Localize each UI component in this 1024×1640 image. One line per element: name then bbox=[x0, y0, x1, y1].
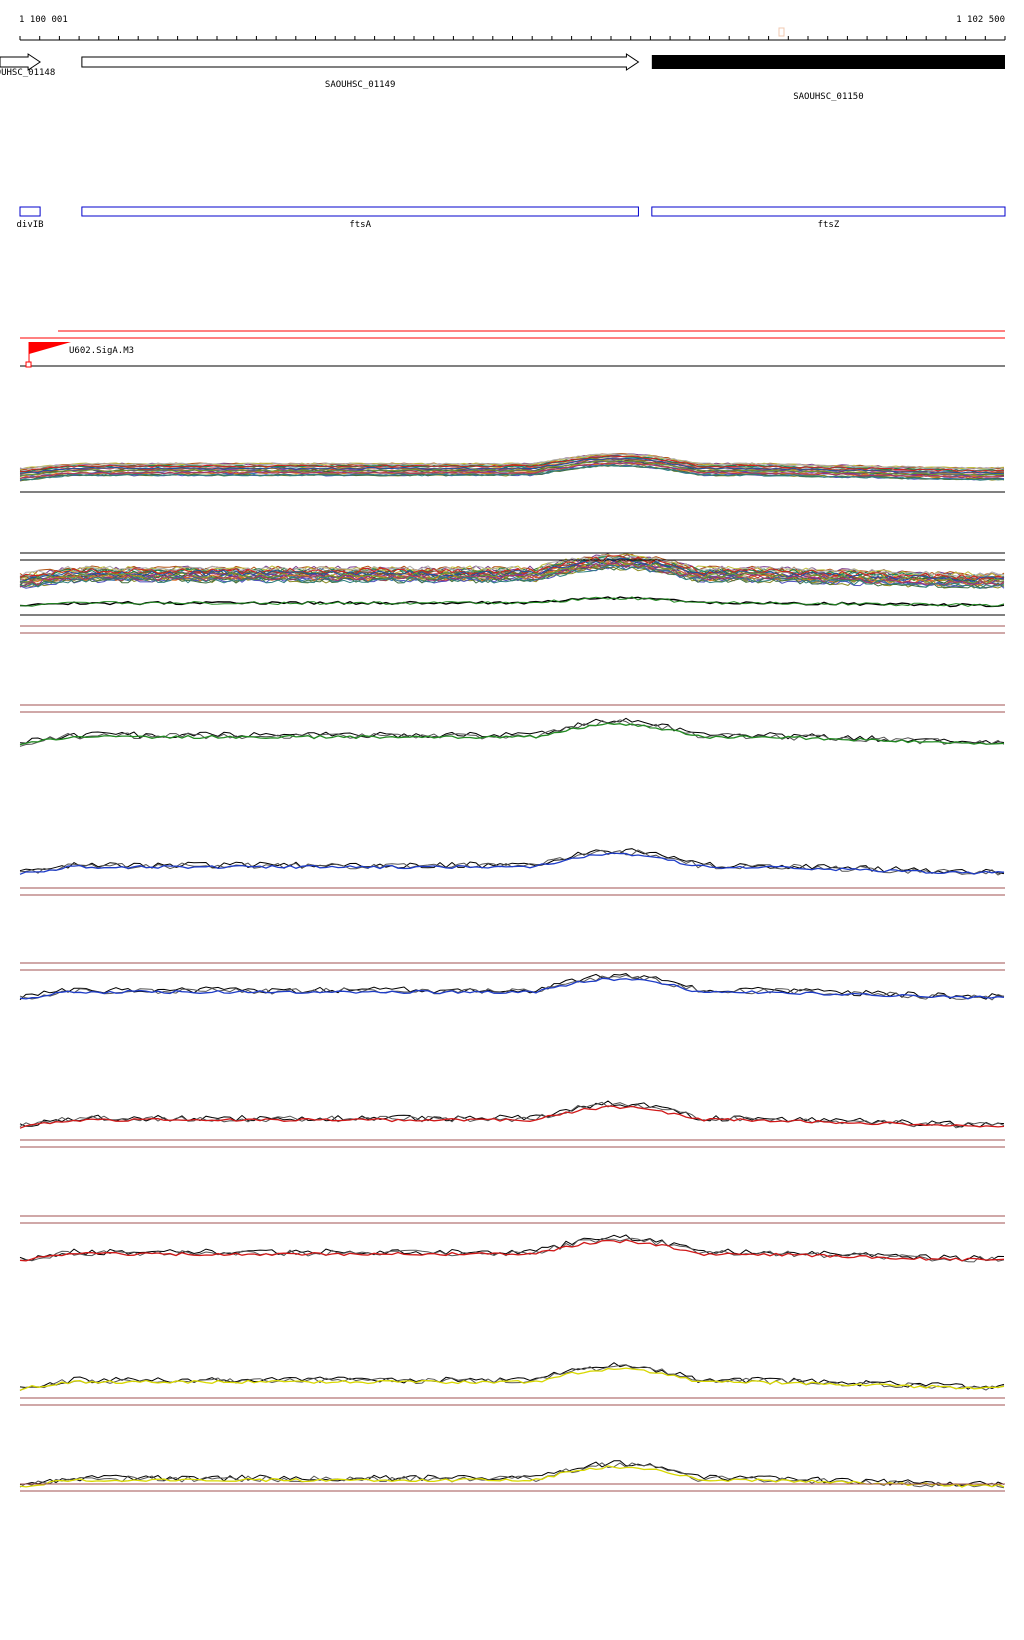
track-series-line bbox=[19, 1234, 1005, 1262]
track-series-line bbox=[19, 1362, 1005, 1390]
gene-label: SAOUHSC_01150 bbox=[793, 92, 863, 102]
gene-name-label: divIB bbox=[17, 220, 44, 230]
track-series-line bbox=[19, 1101, 1005, 1129]
gene-feature-bar[interactable] bbox=[651, 55, 1005, 69]
track-series-line bbox=[19, 974, 1005, 1001]
track-multi-condition-a[interactable] bbox=[19, 452, 1005, 493]
track-series-line bbox=[19, 561, 1005, 585]
track-series-line bbox=[19, 552, 1005, 579]
gene-name-box[interactable] bbox=[19, 206, 41, 217]
track-main-line bbox=[19, 1367, 1005, 1391]
ruler-position-marker[interactable] bbox=[778, 27, 785, 37]
gene-arrow[interactable] bbox=[0, 53, 42, 71]
track-series-line bbox=[19, 458, 1005, 474]
gene-saouhsc_01149[interactable]: SAOUHSC_01149 bbox=[81, 53, 640, 90]
track-yellow-group-2[interactable] bbox=[19, 1460, 1005, 1492]
track-red-group-1[interactable] bbox=[19, 1100, 1005, 1148]
track-main-line bbox=[19, 977, 1005, 1000]
track-series-line bbox=[19, 1100, 1005, 1128]
coordinate-ruler: 1 100 001 1 102 500 bbox=[19, 15, 1006, 41]
gene-name-track: divIB ftsA ftsZ bbox=[17, 206, 1006, 230]
track-series-line bbox=[19, 453, 1005, 471]
track-series-line bbox=[19, 562, 1005, 588]
track-main-line bbox=[19, 1465, 1005, 1488]
track-main-line bbox=[19, 722, 1005, 746]
track-series-line bbox=[19, 849, 1005, 876]
track-yellow-group-1[interactable] bbox=[19, 1362, 1005, 1406]
gene-name-box[interactable] bbox=[651, 206, 1006, 217]
track-series-line bbox=[19, 564, 1005, 589]
track-series-line bbox=[19, 848, 1005, 875]
track-main-line bbox=[19, 1105, 1005, 1129]
gene-name-divib[interactable]: divIB bbox=[17, 206, 44, 230]
gene-name-ftsa[interactable]: ftsA bbox=[81, 206, 639, 230]
track-series-line bbox=[19, 1460, 1005, 1488]
gene-name-box[interactable] bbox=[81, 206, 639, 217]
track-series-line bbox=[19, 554, 1005, 578]
track-series-line bbox=[19, 453, 1005, 470]
track-multi-condition-b[interactable] bbox=[19, 552, 1005, 634]
track-series-line bbox=[19, 464, 1005, 481]
track-blue-group-1[interactable] bbox=[19, 848, 1005, 896]
track-red-group-2[interactable] bbox=[19, 1215, 1005, 1263]
track-main-line bbox=[19, 1239, 1005, 1262]
track-series-line bbox=[19, 461, 1005, 479]
ruler-ticks bbox=[19, 36, 1006, 40]
gene-label: SAOUHSC_01148 bbox=[0, 68, 55, 78]
promoter-u602.siga.m3[interactable]: U602.SigA.M3 bbox=[25, 342, 134, 368]
track-series-line bbox=[19, 459, 1005, 478]
track-green-group-1[interactable] bbox=[19, 704, 1005, 747]
promoter-label: U602.SigA.M3 bbox=[69, 346, 134, 356]
gene-saouhsc_01148[interactable]: SAOUHSC_01148 bbox=[0, 53, 55, 78]
track-series-line bbox=[19, 457, 1005, 475]
track-series-line bbox=[19, 719, 1005, 747]
track-series-line bbox=[19, 557, 1005, 583]
gene-label: SAOUHSC_01149 bbox=[325, 80, 395, 90]
gene-track: SAOUHSC_01148 SAOUHSC_01149 SAOUHSC_01150 bbox=[0, 53, 1005, 102]
track-series-line bbox=[19, 553, 1005, 578]
expression-tracks bbox=[19, 452, 1005, 1492]
track-blue-group-2[interactable] bbox=[19, 962, 1005, 1001]
track-main-line bbox=[19, 852, 1005, 875]
promoter-anchor bbox=[25, 361, 32, 368]
promoter-track: U602.SigA.M3 bbox=[20, 330, 1005, 368]
gene-saouhsc_01150[interactable]: SAOUHSC_01150 bbox=[651, 55, 1005, 102]
track-summary-line bbox=[19, 596, 1005, 608]
track-series-line bbox=[19, 555, 1005, 580]
track-series-line bbox=[20, 455, 1005, 472]
gene-arrow[interactable] bbox=[81, 53, 640, 71]
promoter-flag[interactable] bbox=[29, 342, 72, 354]
gene-name-label: ftsA bbox=[349, 220, 371, 230]
ruler-start-label: 1 100 001 bbox=[19, 15, 68, 25]
ruler-end-label: 1 102 500 bbox=[956, 15, 1005, 25]
track-series-line bbox=[19, 560, 1005, 585]
gene-name-label: ftsZ bbox=[818, 220, 840, 230]
track-series-line bbox=[19, 1364, 1005, 1391]
gene-name-ftsz[interactable]: ftsZ bbox=[651, 206, 1006, 230]
track-summary-line bbox=[20, 596, 1005, 607]
track-series-line bbox=[19, 973, 1005, 1001]
